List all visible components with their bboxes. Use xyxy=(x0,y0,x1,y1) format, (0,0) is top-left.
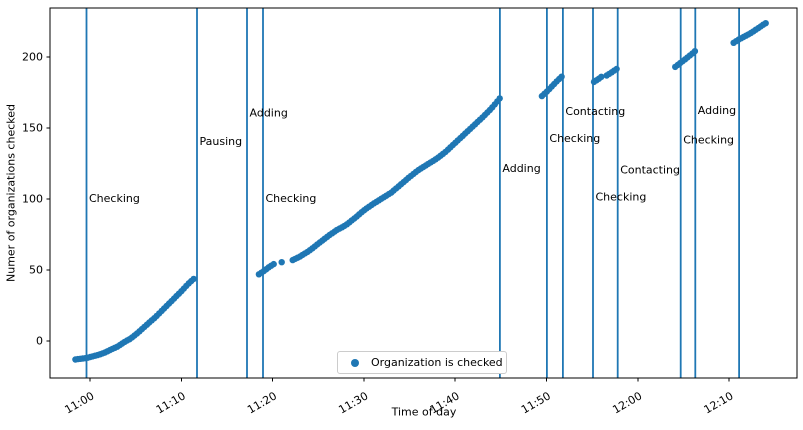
plot-border xyxy=(49,7,798,379)
y-tick-label: 200 xyxy=(22,51,43,64)
x-axis-label: Time of day xyxy=(391,405,457,419)
data-point xyxy=(270,260,277,268)
event-label: Checking xyxy=(549,132,600,145)
y-tick-label: 50 xyxy=(29,264,43,277)
data-point xyxy=(691,48,699,55)
data-point xyxy=(558,73,565,80)
event-label: Checking xyxy=(89,192,140,205)
y-tick-label: 0 xyxy=(36,335,43,348)
event-label: Checking xyxy=(266,192,317,205)
event-label: Adding xyxy=(250,107,288,120)
legend-label: Organization is checked xyxy=(371,356,503,369)
y-tick-label: 100 xyxy=(22,193,43,206)
x-tick-label: 11:30 xyxy=(336,389,370,416)
x-tick-label: 11:00 xyxy=(63,389,97,416)
event-label: Contacting xyxy=(620,163,680,176)
data-point xyxy=(190,275,197,283)
event-label: Checking xyxy=(683,134,734,147)
event-label: Adding xyxy=(502,162,540,175)
data-point xyxy=(496,95,503,102)
legend-marker-dot xyxy=(351,358,359,367)
x-tick-label: 12:00 xyxy=(610,389,644,416)
x-tick-label: 12:10 xyxy=(702,389,736,416)
x-tick-label: 11:10 xyxy=(154,389,188,416)
event-label: Pausing xyxy=(200,135,243,148)
data-point xyxy=(762,20,769,27)
data-point xyxy=(278,259,285,266)
legend: Organization is checked xyxy=(337,351,507,374)
y-axis-label: Numer of organizations checked xyxy=(4,104,18,282)
data-point xyxy=(613,65,620,73)
y-tick-label: 150 xyxy=(22,122,43,135)
x-tick-label: 11:50 xyxy=(519,389,553,416)
data-point xyxy=(598,73,605,81)
event-label: Checking xyxy=(596,190,647,203)
x-tick-label: 11:20 xyxy=(245,389,279,416)
event-label: Contacting xyxy=(565,105,625,118)
event-label: Adding xyxy=(698,104,736,117)
